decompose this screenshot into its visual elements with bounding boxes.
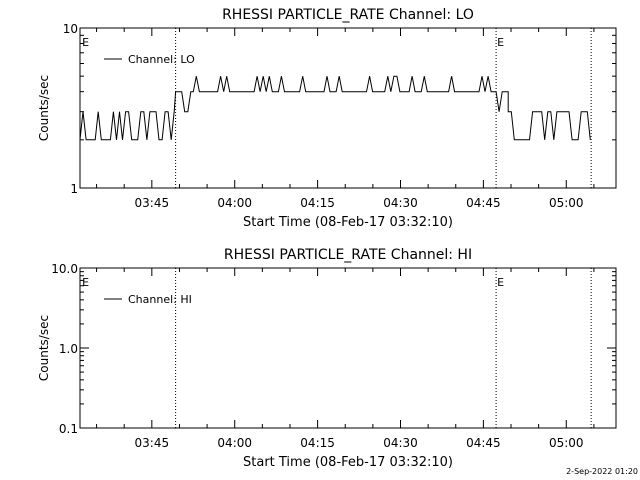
chart-title-0: RHESSI PARTICLE_RATE Channel: LO bbox=[222, 7, 474, 23]
series-line-0 bbox=[79, 75, 591, 141]
y-axis-label-0: Counts/sec bbox=[37, 75, 51, 141]
y-tick-label: 10 bbox=[63, 22, 78, 36]
footer-timestamp: 2-Sep-2022 01:20 bbox=[566, 467, 638, 476]
chart-title-1: RHESSI PARTICLE_RATE Channel: HI bbox=[224, 247, 472, 263]
x-tick-label: 04:30 bbox=[383, 196, 418, 210]
event-marker-label: E bbox=[82, 36, 89, 49]
x-tick-label: 04:15 bbox=[300, 436, 335, 450]
plot-frame-1 bbox=[79, 267, 617, 429]
y-tick-label: 0.1 bbox=[59, 422, 78, 436]
plot-frame-0 bbox=[79, 27, 617, 189]
x-tick-label: 04:45 bbox=[466, 196, 501, 210]
y-axis-label-1: Counts/sec bbox=[37, 315, 51, 381]
legend-label-0: Channel: LO bbox=[128, 53, 195, 66]
y-tick-label: 1.0 bbox=[59, 342, 78, 356]
y-tick-label: 1 bbox=[70, 182, 78, 196]
event-marker-label: E bbox=[497, 276, 504, 289]
x-tick-label: 03:45 bbox=[135, 196, 170, 210]
x-tick-label: 05:00 bbox=[549, 436, 584, 450]
x-tick-label: 04:45 bbox=[466, 436, 501, 450]
x-tick-label: 04:00 bbox=[217, 196, 252, 210]
x-tick-label: 05:00 bbox=[549, 196, 584, 210]
x-tick-label: 04:00 bbox=[217, 436, 252, 450]
x-tick-label: 03:45 bbox=[135, 436, 170, 450]
x-tick-label: 04:30 bbox=[383, 436, 418, 450]
x-axis-label-0: Start Time (08-Feb-17 03:32:10) bbox=[243, 215, 453, 230]
x-axis-label-1: Start Time (08-Feb-17 03:32:10) bbox=[243, 455, 453, 470]
x-tick-label: 04:15 bbox=[300, 196, 335, 210]
event-marker-label: E bbox=[497, 36, 504, 49]
legend-label-1: Channel: HI bbox=[128, 293, 192, 306]
event-marker-label: E bbox=[82, 276, 89, 289]
y-tick-label: 10.0 bbox=[51, 262, 78, 276]
